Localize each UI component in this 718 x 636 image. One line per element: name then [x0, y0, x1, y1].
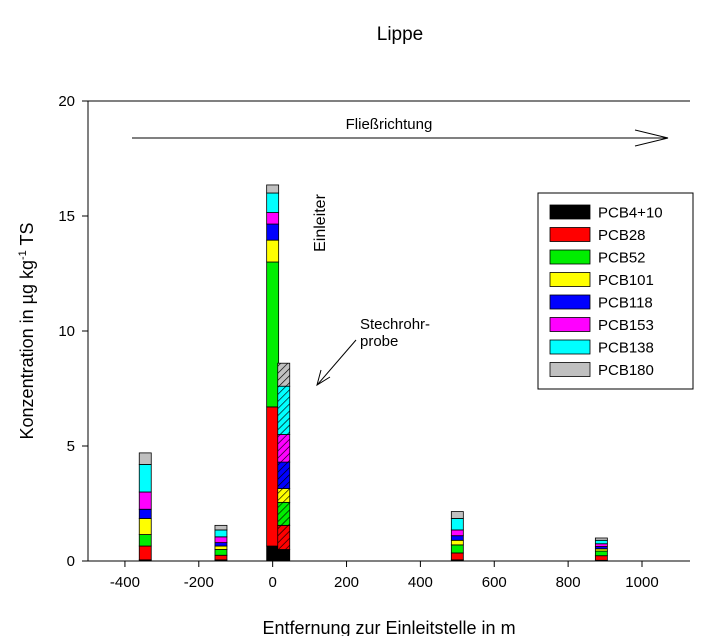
y-tick-label: 5: [67, 438, 75, 455]
bar-segment-pcb28: [450, 552, 464, 561]
y-tick-label: 20: [58, 93, 75, 110]
bar-segment-pcb52: [266, 261, 280, 408]
stacked-bar: [594, 537, 608, 562]
bar-segment-pcb52: [214, 549, 228, 556]
bar-segment-pcb101: [266, 239, 280, 263]
legend-swatch-pcb180: [549, 362, 591, 377]
legend-swatch-pcb52: [549, 249, 591, 265]
bar-segment-pcb28: [138, 545, 152, 561]
bar-segment-pcb28: [594, 555, 608, 561]
legend-label-pcb138: PCB138: [598, 340, 654, 357]
stacked-bar: [277, 362, 291, 562]
bar-segment-hatch: [277, 488, 290, 503]
core-sample-arrow-line: [317, 339, 357, 385]
bar-segment-pcb153: [266, 212, 280, 225]
chart-title: Lippe: [377, 24, 424, 45]
flow-direction-label: Fließrichtung: [346, 116, 433, 133]
einleiter-label: Einleiter: [312, 193, 329, 251]
legend-label-pcb28: PCB28: [598, 227, 646, 244]
bar-segment-pcb153: [138, 491, 152, 510]
bar-segment-pcb101: [450, 539, 464, 546]
bar-segment-hatch: [277, 502, 290, 526]
bar-segment-pcb28: [214, 554, 228, 561]
stacked-bar: [214, 524, 228, 562]
flow-arrow: Fließrichtung: [132, 116, 669, 147]
bar-segment-pcb52: [450, 544, 464, 554]
bar-segment-pcb118: [266, 223, 280, 241]
legend-items: PCB4+10 PCB28 PCB52 PCB101 PCB118 PCB153 PCB13…: [549, 204, 663, 379]
x-tick-label: 200: [334, 574, 359, 591]
legend-swatch-pcb138: [549, 339, 591, 355]
y-tick-label: 10: [58, 323, 75, 340]
bar-segment-hatch: [277, 434, 290, 463]
legend-label-pcb410: PCB4+10: [598, 205, 663, 222]
legend-box: [537, 192, 694, 390]
y-axis-title-unit: TS: [17, 223, 37, 251]
y-tick-label: 0: [67, 553, 75, 570]
bars: [138, 184, 608, 562]
bar-segment-pcb28: [266, 406, 280, 547]
legend-swatch-pcb153: [549, 317, 591, 332]
x-tick-label: 1000: [625, 574, 658, 591]
core-sample-label-line1: Stechrohr-: [360, 316, 430, 333]
core-sample-arrow-head: [316, 369, 331, 387]
core-sample-annotation: Stechrohr- probe: [316, 316, 430, 387]
bar-segment-pcb180: [138, 452, 152, 465]
legend-swatch-pcb118: [549, 294, 591, 310]
bar-segment-pcb118: [138, 508, 152, 519]
bar-segment-pcb138: [214, 529, 228, 538]
bar-segment-pcb138: [450, 518, 464, 531]
x-tick-label: 400: [408, 574, 433, 591]
bar-segment-pcb118: [214, 542, 228, 547]
y-axis-title-main: Konzentration in µg kg: [17, 260, 37, 439]
ticks: -400 -200 0 200 400 600 800 1000 0 5 10 15 20: [58, 93, 658, 591]
bar-segment-pcb180: [214, 524, 228, 531]
legend-swatch-pcb101: [549, 272, 591, 287]
legend-label-pcb52: PCB52: [598, 250, 646, 267]
bar-segment-pcb153: [450, 529, 464, 537]
bar-segment-pcb118: [450, 535, 464, 541]
stacked-bar: [266, 184, 280, 562]
bar-segment-pcb180: [266, 184, 280, 194]
x-tick-label: -200: [184, 574, 214, 591]
bar-segment-pcb138: [266, 192, 280, 213]
stacked-bar: [138, 452, 152, 562]
flow-arrow-head: [634, 129, 669, 147]
bar-segment-pcb153: [594, 543, 608, 547]
legend-swatch-pcb28: [549, 227, 591, 242]
bar-segment-pcb138: [138, 463, 152, 493]
legend-swatch-pcb410: [549, 204, 591, 220]
bar-segment-pcb101: [138, 518, 152, 535]
x-tick-label: 0: [268, 574, 276, 591]
bar-segment-hatch: [277, 462, 290, 489]
bar-segment-pcb153: [214, 536, 228, 543]
x-axis-title: Entfernung zur Einleitstelle in m: [262, 618, 515, 636]
bar-segment-hatch: [277, 386, 290, 435]
bar-segment-pcb180: [450, 511, 464, 519]
y-tick-label: 15: [58, 208, 75, 225]
bar-segment-hatch: [277, 549, 290, 561]
bar-segment-pcb52: [138, 534, 152, 547]
bar-segment-pcb52: [594, 550, 608, 557]
y-axis-title-superscript: -1: [17, 250, 29, 260]
bar-segment-pcb101: [214, 545, 228, 550]
legend-label-pcb101: PCB101: [598, 272, 654, 289]
bar-segment-hatch: [277, 363, 290, 387]
y-axis-title: Konzentration in µg kg-1 TS: [17, 223, 37, 440]
bar-segment-pcb180: [594, 537, 608, 541]
legend: PCB4+10 PCB28 PCB52 PCB101 PCB118 PCB153 PCB13…: [537, 192, 694, 390]
stacked-bar: [450, 511, 464, 562]
legend-label-pcb118: PCB118: [598, 295, 653, 312]
legend-label-pcb153: PCB153: [598, 317, 654, 334]
x-tick-label: -400: [110, 574, 140, 591]
bar-segment-pcb138: [594, 539, 608, 545]
x-tick-label: 600: [482, 574, 507, 591]
bar-segment-hatch: [277, 525, 290, 550]
core-sample-label-line2: probe: [360, 333, 398, 350]
x-tick-label: 800: [556, 574, 581, 591]
bar-segment-pcb410: [266, 545, 280, 562]
legend-label-pcb180: PCB180: [598, 362, 654, 379]
